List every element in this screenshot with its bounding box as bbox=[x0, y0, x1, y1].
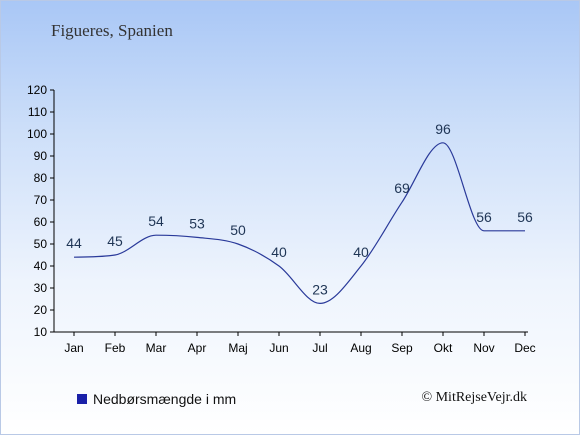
data-labels: 44 45 54 53 50 40 23 40 69 96 56 56 bbox=[66, 121, 533, 298]
data-label: 96 bbox=[435, 121, 451, 137]
x-tick-label: Mar bbox=[146, 341, 167, 355]
y-tick-label: 100 bbox=[27, 127, 47, 141]
data-label: 40 bbox=[353, 244, 369, 260]
y-tick-label: 40 bbox=[34, 259, 48, 273]
x-tick-label: Apr bbox=[188, 341, 207, 355]
legend: Nedbørsmængde i mm bbox=[77, 391, 236, 407]
data-label: 44 bbox=[66, 235, 82, 251]
y-tick-label: 110 bbox=[28, 105, 47, 119]
y-tick-label: 80 bbox=[34, 171, 48, 185]
x-tick-label: Nov bbox=[473, 341, 494, 355]
y-tick-label: 90 bbox=[34, 149, 48, 163]
chart-axes bbox=[53, 90, 528, 333]
y-axis-ticks: 10 20 30 40 50 60 70 80 90 100 110 120 bbox=[27, 83, 54, 339]
y-tick-label: 60 bbox=[34, 215, 48, 229]
x-tick-label: Jul bbox=[312, 341, 327, 355]
y-tick-label: 50 bbox=[34, 237, 48, 251]
x-tick-label: Okt bbox=[434, 341, 453, 355]
chart-title: Figueres, Spanien bbox=[51, 21, 173, 40]
x-tick-label: Jun bbox=[269, 341, 288, 355]
series-group bbox=[73, 142, 525, 305]
data-label: 56 bbox=[517, 209, 533, 225]
credit-text: © MitRejseVejr.dk bbox=[421, 390, 527, 405]
data-label: 45 bbox=[107, 233, 123, 249]
y-tick-label: 10 bbox=[34, 325, 48, 339]
y-tick-label: 20 bbox=[34, 303, 48, 317]
data-label: 23 bbox=[312, 281, 328, 297]
x-tick-label: Jan bbox=[64, 341, 83, 355]
x-tick-label: Dec bbox=[514, 341, 535, 355]
x-tick-label: Aug bbox=[350, 341, 371, 355]
data-label: 53 bbox=[189, 215, 205, 231]
series-line-precipitation bbox=[73, 142, 525, 305]
x-tick-label: Sep bbox=[391, 341, 413, 355]
data-label: 40 bbox=[271, 244, 287, 260]
data-label: 69 bbox=[394, 180, 410, 196]
x-axis-ticks: Jan Feb Mar Apr Maj Jun Jul Aug Sep Okt Nov Dec bbox=[64, 332, 536, 355]
legend-swatch bbox=[77, 394, 87, 404]
data-label: 50 bbox=[230, 222, 246, 238]
x-tick-label: Feb bbox=[105, 341, 126, 355]
legend-label: Nedbørsmængde i mm bbox=[93, 391, 237, 407]
y-tick-label: 30 bbox=[34, 281, 48, 295]
data-label: 54 bbox=[148, 213, 164, 229]
y-tick-label: 120 bbox=[27, 83, 47, 97]
data-label: 56 bbox=[476, 209, 492, 225]
y-tick-label: 70 bbox=[34, 193, 48, 207]
x-tick-label: Maj bbox=[228, 341, 247, 355]
